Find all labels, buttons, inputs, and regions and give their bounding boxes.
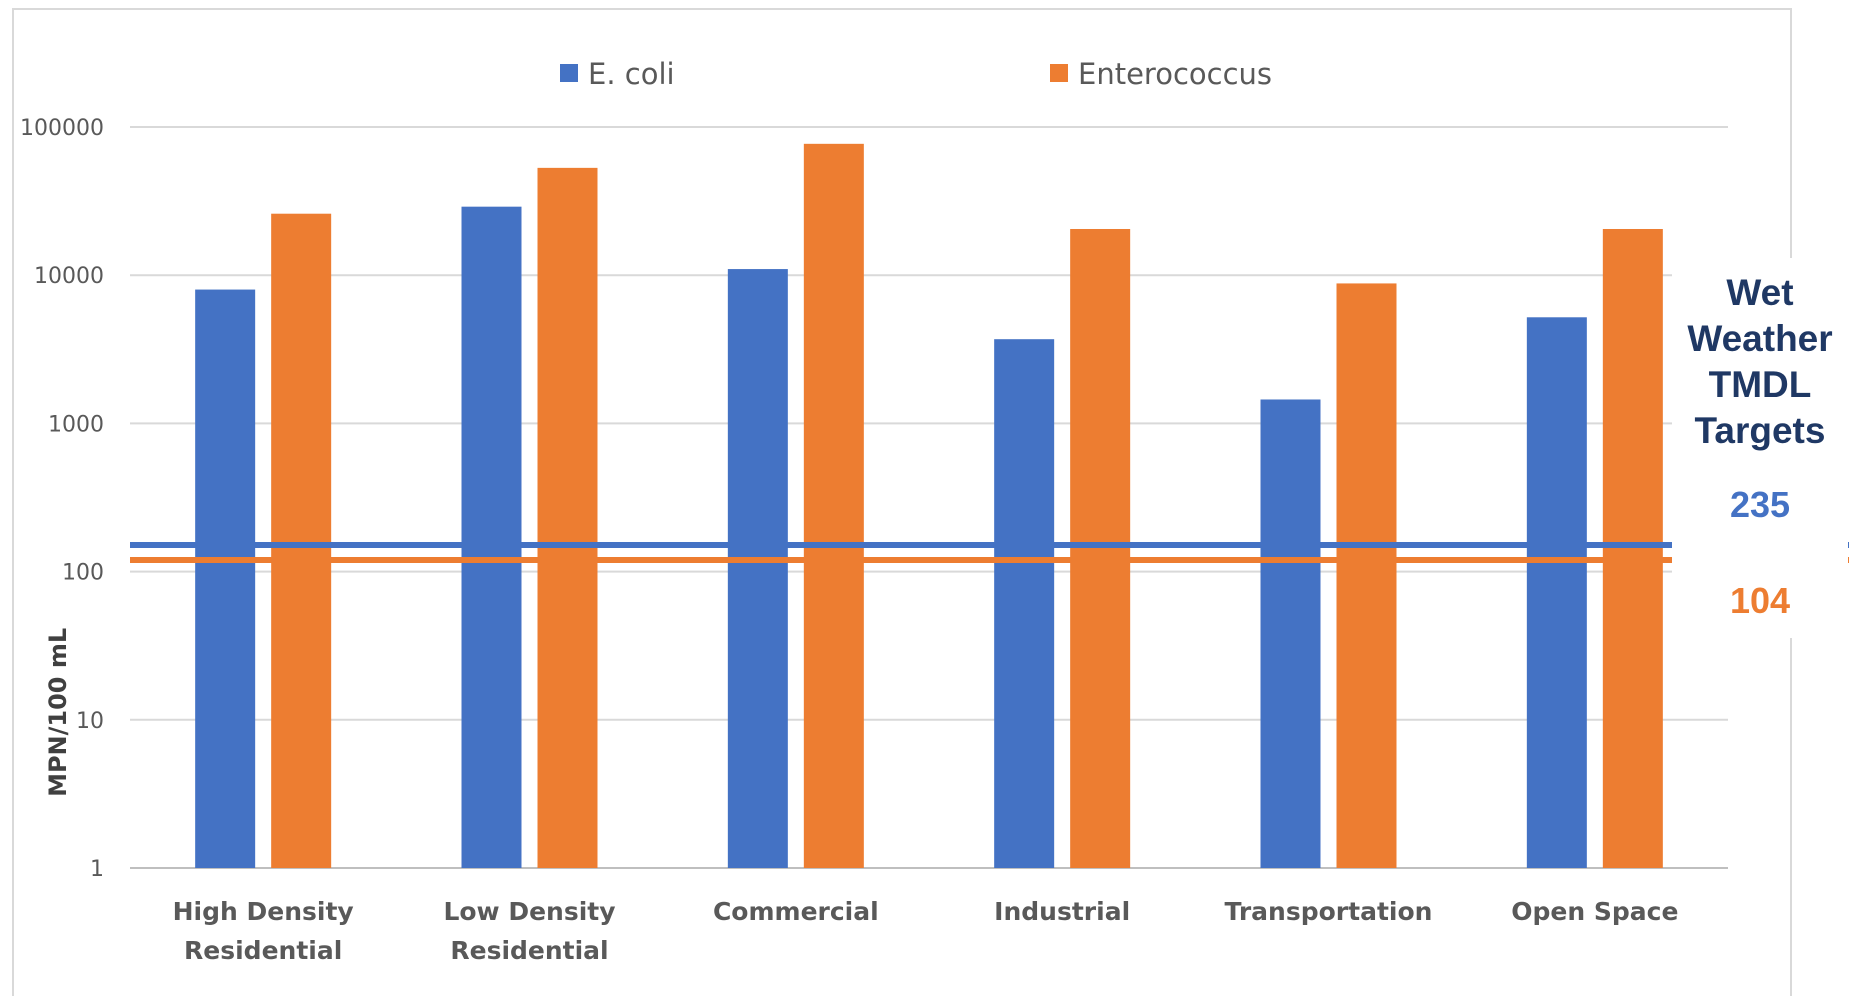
bar-e-coli bbox=[994, 339, 1055, 868]
y-tick-label: 10 bbox=[76, 709, 104, 734]
x-tick-label: Transportation bbox=[1225, 897, 1433, 926]
bar-enterococcus bbox=[1070, 228, 1131, 869]
y-tick-label: 100 bbox=[62, 561, 104, 586]
x-tick-label: Low Density bbox=[443, 897, 615, 926]
enterococcus-target-value: 104 bbox=[1729, 580, 1791, 621]
x-tick-label: Residential bbox=[450, 936, 608, 965]
bar-e-coli bbox=[461, 206, 522, 869]
bar-enterococcus bbox=[271, 213, 332, 869]
y-tick-label: 100000 bbox=[20, 116, 104, 141]
bar-e-coli bbox=[1526, 317, 1587, 868]
tmdl-title-line-1: Wet bbox=[1726, 272, 1794, 313]
bar-enterococcus bbox=[1336, 283, 1397, 868]
y-tick-label: 10000 bbox=[34, 264, 104, 289]
x-tick-label: High Density bbox=[173, 897, 354, 926]
legend-label: E. coli bbox=[588, 57, 675, 91]
y-tick-label: 1 bbox=[90, 857, 104, 882]
x-tick-label: Industrial bbox=[994, 897, 1130, 926]
y-axis-label: MPN/100 mL bbox=[44, 628, 72, 797]
x-tick-label: Residential bbox=[184, 936, 342, 965]
bar-e-coli bbox=[727, 269, 788, 868]
legend-label: Enterococcus bbox=[1078, 57, 1272, 91]
x-tick-label: Open Space bbox=[1511, 897, 1678, 926]
bar-enterococcus bbox=[1602, 228, 1663, 869]
ecoli-target-value: 235 bbox=[1729, 484, 1791, 525]
bar-enterococcus bbox=[537, 167, 598, 869]
tmdl-targets-panel bbox=[1672, 258, 1848, 638]
bar-enterococcus bbox=[803, 143, 864, 868]
y-tick-label: 1000 bbox=[48, 412, 104, 437]
bar-e-coli bbox=[195, 289, 256, 868]
x-tick-label: Commercial bbox=[713, 897, 879, 926]
tmdl-title-line-4: Targets bbox=[1694, 410, 1826, 451]
legend-swatch bbox=[560, 64, 578, 82]
legend-swatch bbox=[1050, 64, 1068, 82]
bar-e-coli bbox=[1260, 399, 1321, 868]
tmdl-title-line-2: Weather bbox=[1687, 318, 1833, 359]
tmdl-title-line-3: TMDL bbox=[1708, 364, 1812, 405]
